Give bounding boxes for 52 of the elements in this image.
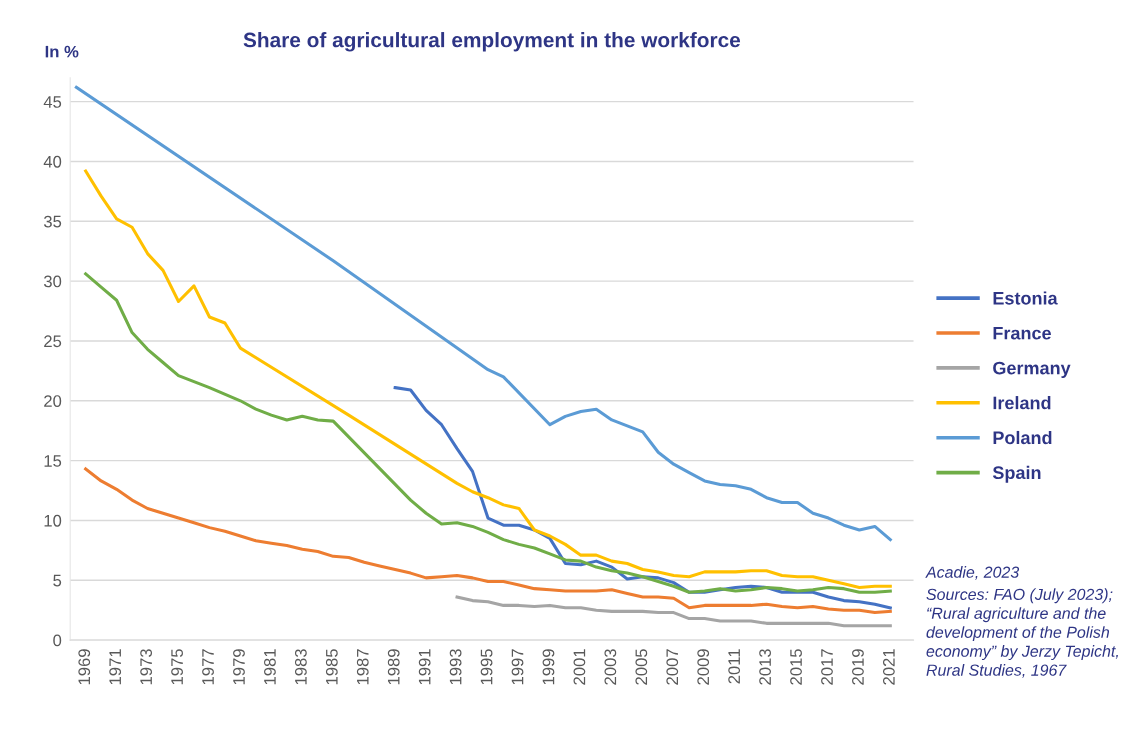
x-tick-label: 1999: [542, 649, 555, 685]
x-tick-label: 1971: [109, 649, 122, 685]
y-tick-label: 30: [43, 275, 62, 288]
y-tick-label: 25: [44, 335, 62, 348]
x-tick-label: 1987: [356, 649, 369, 685]
x-tick-label: 1979: [233, 649, 245, 685]
x-tick-label: 1989: [387, 649, 400, 685]
legend-label: Spain: [992, 465, 1041, 483]
y-tick-label: 0: [53, 634, 62, 647]
legend-label: Ireland: [993, 396, 1051, 410]
x-tick-label: 1991: [418, 649, 431, 685]
y-tick-label: 40: [43, 155, 62, 168]
x-tick-label: 2011: [728, 649, 741, 684]
y-tick-label: 20: [44, 395, 62, 407]
x-tick-label: 2007: [666, 649, 679, 685]
line-series: [84, 272, 892, 594]
y-axis-title: In %: [45, 45, 79, 58]
legend-label: France: [993, 326, 1051, 340]
legend-label: Germany: [993, 361, 1071, 378]
x-tick-label: 1981: [264, 649, 276, 685]
x-tick-label: 2021: [882, 649, 895, 685]
x-tick-label: 2019: [852, 649, 864, 685]
x-tick-label: 1973: [140, 649, 153, 685]
x-tick-label: 1997: [511, 649, 524, 685]
y-tick-label: 45: [43, 96, 62, 108]
chart-title: Share of agricultural employment in the workforce: [243, 32, 741, 52]
x-tick-label: 2015: [790, 649, 802, 685]
y-tick-label: 10: [44, 514, 62, 527]
x-tick-label: 1983: [294, 649, 307, 685]
x-tick-label: 1993: [449, 649, 462, 685]
text: Acadie, 2023: [925, 566, 1020, 580]
x-tick-label: 2017: [821, 649, 833, 685]
legend-label: Poland: [993, 430, 1052, 445]
line-series: [455, 595, 892, 628]
x-tick-label: 1969: [78, 649, 91, 685]
y-tick-label: 35: [43, 215, 62, 228]
x-tick-label: 2005: [635, 649, 648, 685]
line-series: [84, 169, 892, 589]
x-tick-label: 2003: [604, 649, 617, 685]
source-note: Sources: FAO (July 2023); “Rural agriculture and the development of the Polish economy” by Jerzy Tepicht, Rural Studies, 1967: [926, 588, 1118, 678]
line-series: [74, 85, 892, 542]
x-tick-label: 2013: [759, 649, 771, 685]
x-tick-label: 2009: [697, 649, 710, 685]
y-tick-label: 15: [44, 455, 62, 467]
line-series: [84, 467, 892, 615]
legend-label: Estonia: [993, 291, 1058, 305]
x-tick-label: 1995: [480, 649, 493, 685]
x-tick-label: 1977: [202, 649, 214, 685]
x-tick-label: 1975: [171, 649, 183, 685]
x-tick-label: 1985: [325, 649, 338, 685]
x-tick-label: 2001: [573, 649, 586, 685]
y-tick-label: 5: [53, 574, 62, 587]
